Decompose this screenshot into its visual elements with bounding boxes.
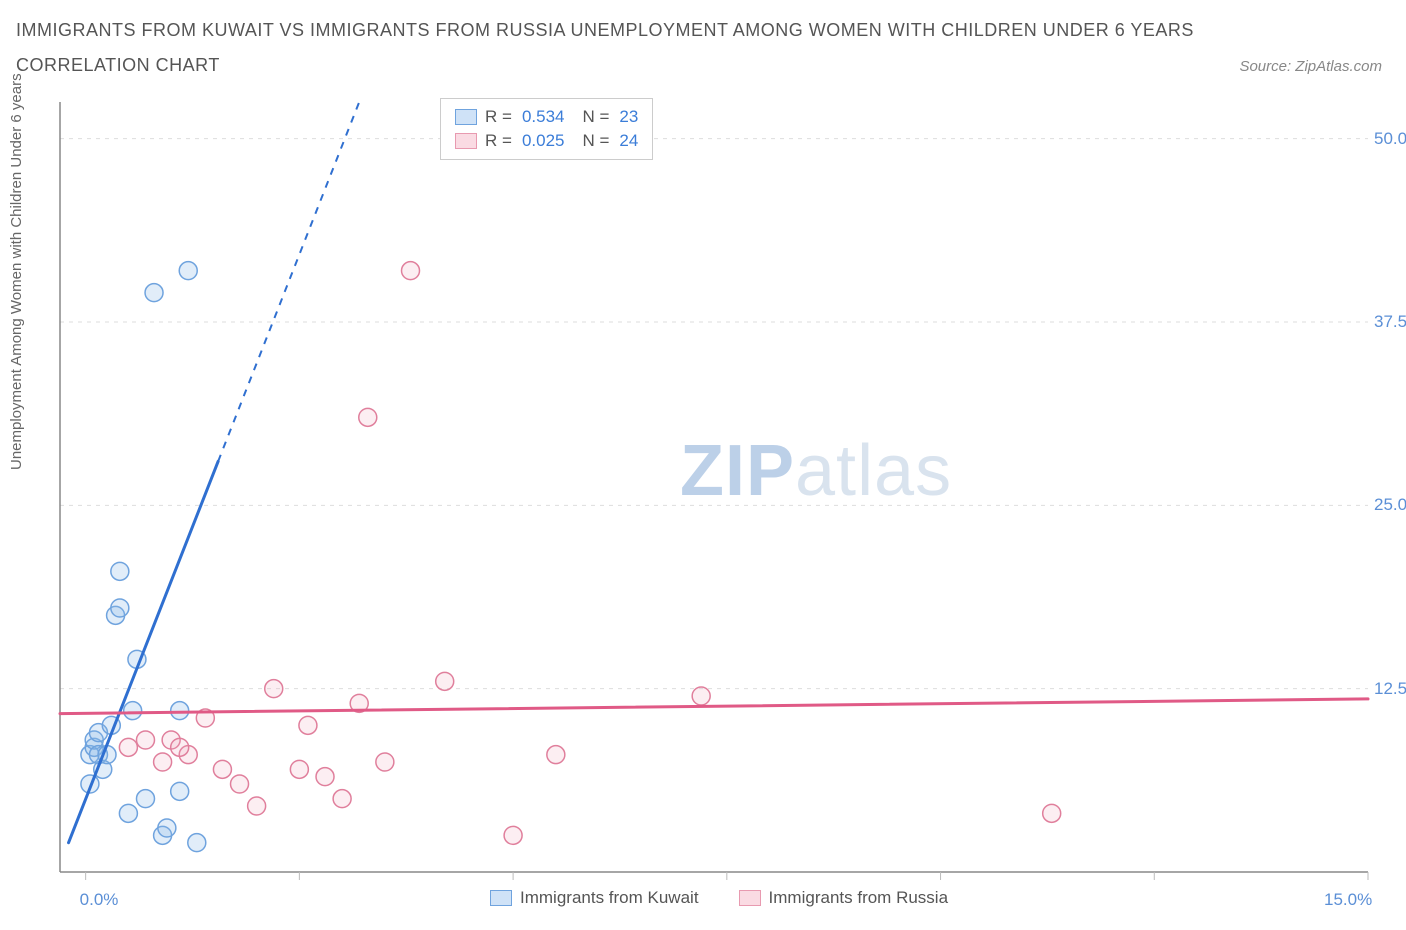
y-tick-label: 37.5% bbox=[1374, 312, 1406, 332]
y-tick-label: 50.0% bbox=[1374, 129, 1406, 149]
legend-series-item: Immigrants from Kuwait bbox=[490, 888, 699, 908]
y-tick-label: 12.5% bbox=[1374, 679, 1406, 699]
legend-series-item: Immigrants from Russia bbox=[739, 888, 948, 908]
y-tick-label: 25.0% bbox=[1374, 495, 1406, 515]
legend-series-label: Immigrants from Kuwait bbox=[520, 888, 699, 908]
legend-r-value: 0.025 bbox=[522, 131, 565, 151]
legend-n-label: N = bbox=[582, 107, 609, 127]
correlation-scatter-chart bbox=[0, 0, 1406, 930]
legend-swatch-kuwait bbox=[490, 890, 512, 906]
legend-series-box: Immigrants from Kuwait Immigrants from R… bbox=[490, 888, 948, 908]
legend-r-label: R = bbox=[485, 131, 512, 151]
legend-stats-box: R = 0.534 N = 23 R = 0.025 N = 24 bbox=[440, 98, 653, 160]
legend-swatch-russia bbox=[455, 133, 477, 149]
legend-series-label: Immigrants from Russia bbox=[769, 888, 948, 908]
legend-stats-row: R = 0.025 N = 24 bbox=[455, 129, 638, 153]
legend-stats-row: R = 0.534 N = 23 bbox=[455, 105, 638, 129]
legend-r-label: R = bbox=[485, 107, 512, 127]
legend-swatch-russia bbox=[739, 890, 761, 906]
legend-n-label: N = bbox=[582, 131, 609, 151]
legend-n-value: 24 bbox=[619, 131, 638, 151]
x-tick-label: 15.0% bbox=[1324, 890, 1372, 910]
legend-n-value: 23 bbox=[619, 107, 638, 127]
legend-r-value: 0.534 bbox=[522, 107, 565, 127]
x-tick-label: 0.0% bbox=[80, 890, 119, 910]
legend-swatch-kuwait bbox=[455, 109, 477, 125]
